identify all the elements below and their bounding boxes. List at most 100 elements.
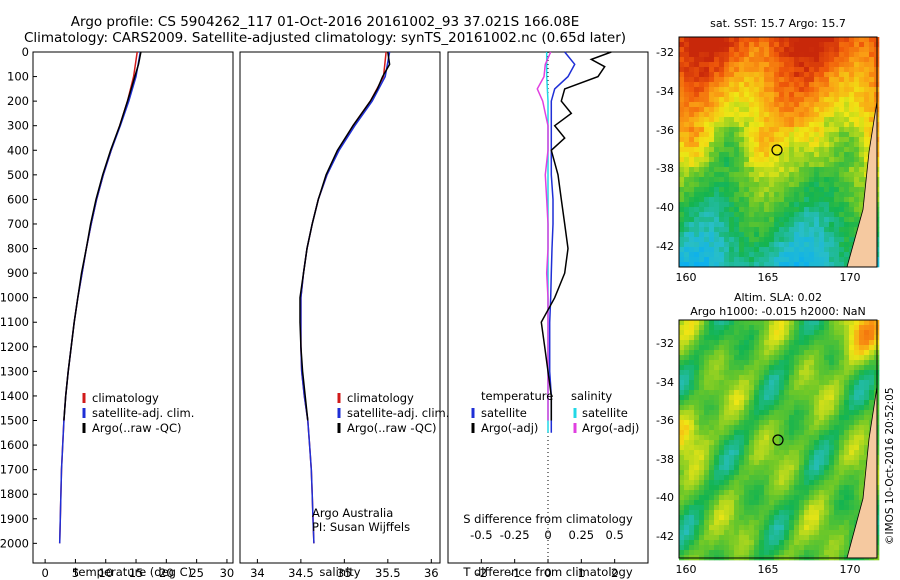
sla-map-cell [769, 390, 775, 396]
sst-map-cell [684, 77, 690, 83]
sst-map-cell [869, 112, 875, 118]
sla-map-cell [794, 495, 800, 501]
tdiff-x-axis-label: T difference from climatology [462, 565, 633, 579]
sla-map-cell [769, 525, 775, 531]
sst-map-cell [689, 227, 695, 233]
sst-map-cell [774, 72, 780, 78]
sla-map-cell [694, 470, 700, 476]
sst-map-cell [834, 92, 840, 98]
sla-map-cell [809, 385, 815, 391]
sst-map-cell [714, 147, 720, 153]
sla-map-cell [859, 365, 865, 371]
sla-map-cell [859, 320, 865, 326]
sla-map-cell [784, 510, 790, 516]
sst-map-cell [774, 127, 780, 133]
sla-map-cell [739, 395, 745, 401]
sst-map-cell [694, 42, 700, 48]
sla-map-cell [759, 405, 765, 411]
sst-map-cell [739, 102, 745, 108]
sst-map-cell [749, 202, 755, 208]
sla-map-cell [779, 435, 785, 441]
sst-map-cell [819, 222, 825, 228]
sst-map-cell [834, 137, 840, 143]
sst-map-cell [844, 197, 850, 203]
sla-map-cell [814, 320, 820, 326]
sst-map-cell [839, 217, 845, 223]
sla-map-cell [734, 380, 740, 386]
sla-map-cell [849, 425, 855, 431]
sla-map-cell [814, 435, 820, 441]
sla-map-cell [729, 550, 735, 556]
sla-map-cell [799, 370, 805, 376]
sla-map-cell [794, 350, 800, 356]
sst-map-cell [699, 107, 705, 113]
sst-map-cell [769, 167, 775, 173]
sst-map-cell [684, 187, 690, 193]
sst-map-cell [839, 77, 845, 83]
sst-map-cell [834, 87, 840, 93]
sla-map-cell [704, 510, 710, 516]
sla-map-cell [739, 425, 745, 431]
sst-map-cell [789, 72, 795, 78]
sla-map-cell [714, 520, 720, 526]
sst-map-cell [704, 122, 710, 128]
sst-map-cell [844, 77, 850, 83]
sst-map-cell [794, 42, 800, 48]
sst-map-cell [824, 147, 830, 153]
sla-map-cell [844, 385, 850, 391]
sst-map-cell [744, 152, 750, 158]
sst-map-cell [764, 137, 770, 143]
sla-map-cell [719, 550, 725, 556]
sst-map-cell [694, 137, 700, 143]
sla-map-cell [744, 415, 750, 421]
sst-map-cell [834, 192, 840, 198]
sst-map-cell [819, 192, 825, 198]
sla-map-cell [709, 455, 715, 461]
sla-map-cell [789, 535, 795, 541]
sst-map-cell [849, 152, 855, 158]
sst-map-cell [764, 172, 770, 178]
sst-map-cell [704, 197, 710, 203]
sst-map-cell [784, 82, 790, 88]
sst-map-cell [814, 212, 820, 218]
sst-map-cell [869, 127, 875, 133]
sst-map-cell [794, 92, 800, 98]
sst-map-cell [859, 117, 865, 123]
sla-map-cell [689, 430, 695, 436]
sst-map-cell [799, 237, 805, 243]
sla-map-cell [789, 370, 795, 376]
sst-map-cell [719, 117, 725, 123]
sla-map-cell [754, 345, 760, 351]
sla-map-cell [754, 550, 760, 556]
sst-map-cell [779, 47, 785, 53]
sst-map-cell [844, 242, 850, 248]
sla-map-cell [729, 515, 735, 521]
sst-map-cell [764, 62, 770, 68]
sla-lat-tick-label: -32 [656, 337, 674, 350]
sst-map-cell [699, 67, 705, 73]
sst-map-cell [734, 52, 740, 58]
sst-map-cell [724, 112, 730, 118]
sst-map-cell [709, 167, 715, 173]
sst-map-cell [784, 37, 790, 43]
sst-map-cell [799, 127, 805, 133]
sla-map-cell [754, 545, 760, 551]
sst-map-cell [754, 197, 760, 203]
sla-map-cell [729, 445, 735, 451]
sla-map-cell [734, 320, 740, 326]
sla-map-cell [794, 400, 800, 406]
sst-map-cell [814, 242, 820, 248]
sst-map-cell [774, 97, 780, 103]
sla-map-cell [739, 330, 745, 336]
sst-map-field [679, 37, 880, 268]
sla-map-cell [739, 390, 745, 396]
sst-map-cell [769, 47, 775, 53]
sst-map-cell [779, 137, 785, 143]
sla-map-cell [709, 340, 715, 346]
sla-map-cell [784, 500, 790, 506]
sla-map-cell [774, 450, 780, 456]
sst-map-cell [829, 157, 835, 163]
sla-map-cell [724, 490, 730, 496]
sst-map-cell [739, 47, 745, 53]
sla-map-cell [789, 475, 795, 481]
